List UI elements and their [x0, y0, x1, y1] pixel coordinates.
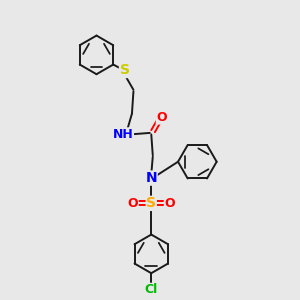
Text: S: S — [119, 64, 130, 77]
Text: NH: NH — [113, 128, 134, 141]
Text: O: O — [156, 111, 167, 124]
Text: Cl: Cl — [145, 283, 158, 296]
Text: N: N — [146, 171, 157, 185]
Text: S: S — [146, 196, 156, 210]
Text: O: O — [128, 197, 138, 210]
Text: O: O — [164, 197, 175, 210]
